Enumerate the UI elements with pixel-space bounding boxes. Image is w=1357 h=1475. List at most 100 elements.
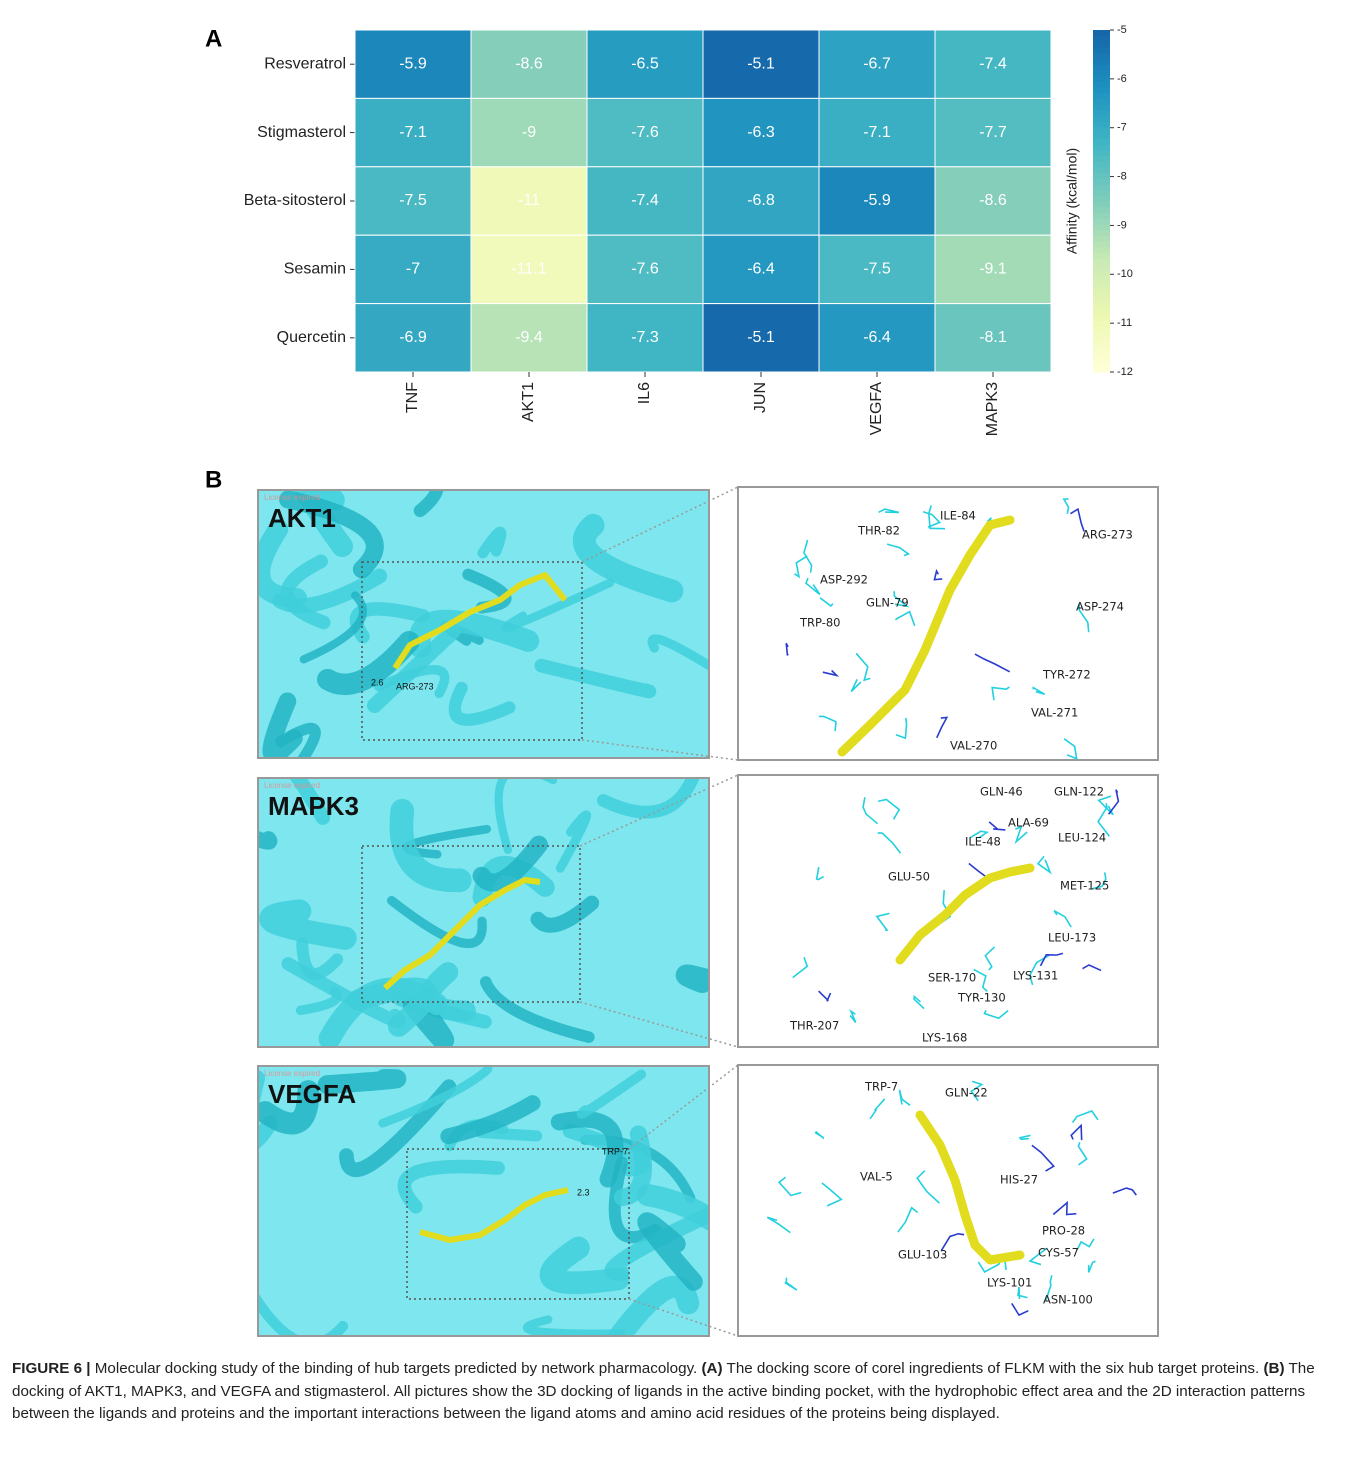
caption-text: The docking score of corel ingredients o…: [727, 1360, 1260, 1377]
cell-label: -11: [518, 192, 540, 209]
colorbar-segment: [1093, 361, 1110, 367]
residue-label: GLU-103: [898, 1248, 947, 1262]
residue-label: THR-207: [789, 1019, 839, 1033]
cell-label: -6.4: [863, 329, 891, 346]
colorbar-label: Affinity (kcal/mol): [1064, 148, 1080, 254]
row-label: Sesamin: [284, 261, 346, 278]
closeup-background: [738, 1065, 1158, 1336]
colorbar-tick-label: -8: [1117, 170, 1127, 182]
colorbar-segment: [1093, 110, 1110, 116]
colorbar-segment: [1093, 127, 1110, 133]
colorbar-segment: [1093, 167, 1110, 173]
row-label: Beta-sitosterol: [244, 192, 346, 209]
colorbar-segment: [1093, 252, 1110, 258]
cell-label: -6.9: [399, 329, 427, 346]
panel-label: A: [205, 25, 222, 52]
caption-text: Molecular docking study of the binding o…: [95, 1360, 698, 1377]
colorbar-segment: [1093, 47, 1110, 53]
colorbar-segment: [1093, 321, 1110, 327]
column-label: TNF: [404, 382, 421, 413]
cell-label: -6.4: [747, 261, 775, 278]
caption-tag: (B): [1263, 1360, 1284, 1377]
column-label: MAPK3: [984, 382, 1001, 436]
cell-label: -7.1: [399, 124, 427, 141]
colorbar-segment: [1093, 173, 1110, 179]
residue-label: LYS-101: [987, 1276, 1032, 1290]
colorbar-segment: [1093, 161, 1110, 167]
panel-label: B: [205, 466, 222, 493]
cell-label: -5.1: [747, 329, 775, 346]
residue-label: GLN-122: [1054, 785, 1104, 799]
colorbar-segment: [1093, 315, 1110, 321]
cell-label: -9.4: [515, 329, 543, 346]
colorbar-segment: [1093, 201, 1110, 207]
colorbar-segment: [1093, 304, 1110, 310]
colorbar-segment: [1093, 138, 1110, 144]
residue-label: TRP-80: [799, 616, 840, 630]
colorbar-segment: [1093, 269, 1110, 275]
cell-label: -5.9: [399, 55, 427, 72]
colorbar-segment: [1093, 326, 1110, 332]
overview-label: ARG-273: [396, 681, 434, 691]
colorbar-segment: [1093, 59, 1110, 65]
colorbar-tick-label: -7: [1117, 122, 1127, 134]
protein-name: VEGFA: [268, 1079, 356, 1109]
watermark: License expired: [264, 493, 320, 502]
cell-label: -6.8: [747, 192, 775, 209]
residue-label: ARG-273: [1082, 528, 1133, 542]
colorbar-segment: [1093, 275, 1110, 281]
colorbar-segment: [1093, 298, 1110, 304]
colorbar-segment: [1093, 344, 1110, 350]
residue-label: VAL-5: [860, 1170, 893, 1184]
protein-name: MAPK3: [268, 791, 359, 821]
colorbar-tick-label: -6: [1117, 73, 1127, 85]
colorbar-segment: [1093, 366, 1110, 372]
residue-label: SER-170: [928, 971, 976, 985]
colorbar-segment: [1093, 98, 1110, 104]
colorbar-segment: [1093, 155, 1110, 161]
colorbar-segment: [1093, 116, 1110, 122]
watermark: License expired: [264, 781, 320, 790]
cell-label: -5.1: [747, 55, 775, 72]
cell-label: -7.5: [399, 192, 427, 209]
colorbar-tick-label: -10: [1117, 268, 1133, 280]
residue-label: ILE-84: [940, 509, 976, 523]
cell-label: -7.6: [631, 261, 659, 278]
residue-label: ILE-48: [965, 835, 1001, 849]
overview-label: 2.6: [371, 677, 384, 687]
cell-label: -8.1: [979, 329, 1007, 346]
ribbon: [185, 804, 270, 841]
colorbar-segment: [1093, 150, 1110, 156]
caption-tag: (A): [702, 1360, 723, 1377]
residue-label: LEU-124: [1058, 831, 1106, 845]
caption: FIGURE 6 | Molecular docking study of th…: [12, 1358, 1345, 1426]
residue-label: ASN-100: [1043, 1293, 1093, 1307]
residue-label: GLN-22: [945, 1086, 988, 1100]
colorbar-segment: [1093, 81, 1110, 87]
colorbar-segment: [1093, 87, 1110, 93]
colorbar-segment: [1093, 36, 1110, 42]
residue-label: TYR-130: [957, 991, 1006, 1005]
cell-label: -9: [522, 124, 536, 141]
colorbar-tick-label: -12: [1117, 366, 1133, 378]
figure: A B Resveratrol-5.9-8.6-6.5-5.1-6.7-7.4S…: [0, 0, 1357, 1345]
colorbar-segment: [1093, 184, 1110, 190]
colorbar-segment: [1093, 264, 1110, 270]
cell-label: -8.6: [515, 55, 543, 72]
cell-label: -7.3: [631, 329, 659, 346]
column-label: JUN: [752, 382, 769, 413]
column-label: AKT1: [520, 382, 537, 422]
colorbar-segment: [1093, 133, 1110, 139]
cell-label: -7.1: [863, 124, 891, 141]
colorbar-segment: [1093, 241, 1110, 247]
colorbar-segment: [1093, 144, 1110, 150]
colorbar-segment: [1093, 281, 1110, 287]
cell-label: -6.3: [747, 124, 775, 141]
cell-label: -9.1: [979, 261, 1007, 278]
colorbar-segment: [1093, 338, 1110, 344]
cell-label: -7.6: [631, 124, 659, 141]
cell-label: -7: [406, 261, 420, 278]
cell-label: -6.7: [863, 55, 891, 72]
colorbar-segment: [1093, 235, 1110, 241]
colorbar-segment: [1093, 258, 1110, 264]
